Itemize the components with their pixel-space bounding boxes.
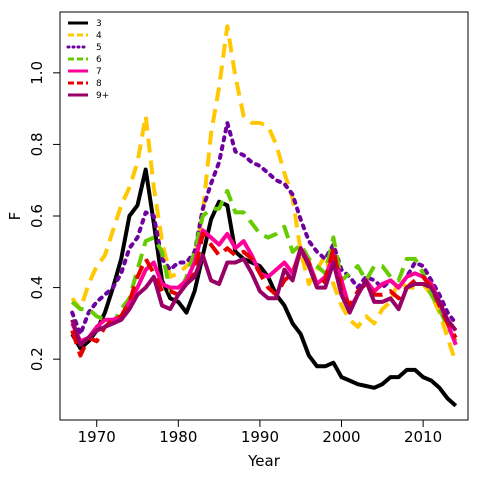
series-line-7 xyxy=(70,228,458,346)
legend-label: 9+ xyxy=(96,91,109,101)
y-axis: 0.2 0.4 0.6 0.8 1.0 xyxy=(28,61,60,371)
plot-frame xyxy=(59,11,469,421)
series-line-4 xyxy=(70,24,458,364)
x-tick-label: 1980 xyxy=(159,428,197,446)
y-tick-label: 0.2 xyxy=(28,347,46,371)
y-tick-label: 0.6 xyxy=(28,204,46,228)
series-line-3 xyxy=(70,167,458,408)
legend-label: 8 xyxy=(96,79,102,89)
y-tick-label: 1.0 xyxy=(28,61,46,85)
x-tick-label: 1990 xyxy=(241,428,279,446)
plot-lines xyxy=(70,24,458,408)
x-axis-title: Year xyxy=(247,452,281,470)
legend-label: 7 xyxy=(96,67,102,77)
x-tick-label: 1970 xyxy=(78,428,116,446)
legend-label: 5 xyxy=(96,43,102,53)
y-axis-title: F xyxy=(6,212,24,221)
legend-label: 3 xyxy=(96,19,102,29)
series-line-9plus xyxy=(70,246,458,347)
x-tick-label: 2010 xyxy=(404,428,442,446)
x-tick-label: 2000 xyxy=(322,428,360,446)
legend-label: 4 xyxy=(96,31,102,41)
y-tick-label: 0.4 xyxy=(28,276,46,300)
y-tick-label: 0.8 xyxy=(28,132,46,156)
legend-label: 6 xyxy=(96,55,102,65)
legend: 3 4 5 6 7 8 9+ xyxy=(66,19,109,101)
series-line-8 xyxy=(70,231,458,358)
x-axis: 1970 1980 1990 2000 2010 xyxy=(78,420,442,446)
